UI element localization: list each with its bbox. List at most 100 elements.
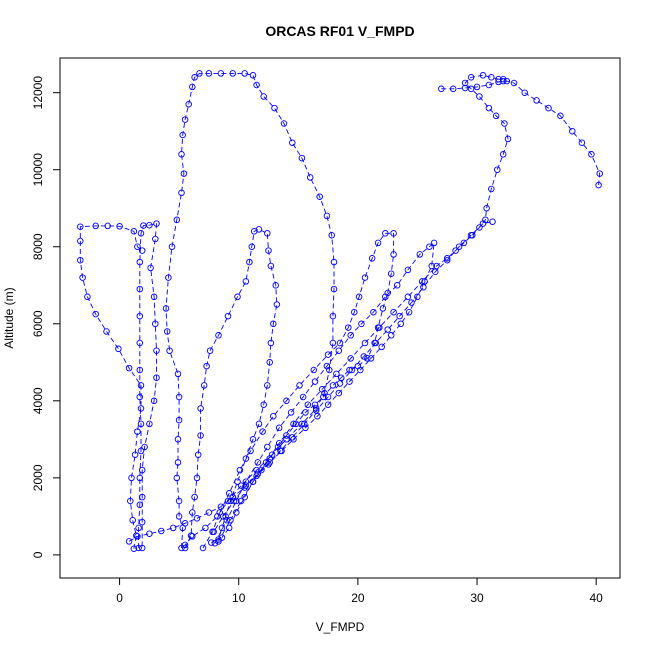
data-point bbox=[289, 434, 296, 441]
data-point bbox=[393, 282, 401, 289]
data-point bbox=[225, 490, 233, 497]
data-point bbox=[92, 310, 99, 318]
data-point bbox=[479, 72, 487, 79]
data-point bbox=[485, 104, 493, 112]
data-point bbox=[153, 374, 160, 381]
x-tick-label: 40 bbox=[589, 591, 603, 605]
data-point bbox=[347, 355, 354, 362]
data-point bbox=[77, 256, 84, 264]
data-point bbox=[179, 131, 186, 139]
data-point bbox=[125, 538, 133, 545]
data-point bbox=[230, 497, 238, 505]
series-line bbox=[79, 225, 143, 549]
series-9 bbox=[125, 218, 496, 545]
data-point bbox=[260, 93, 267, 100]
data-point bbox=[79, 274, 86, 281]
data-point bbox=[588, 151, 595, 158]
data-point bbox=[215, 536, 222, 543]
data-point bbox=[77, 223, 84, 230]
data-point bbox=[277, 447, 284, 455]
series-line bbox=[213, 241, 435, 544]
data-point bbox=[242, 482, 250, 489]
data-point bbox=[103, 328, 110, 335]
y-tick-label: 4000 bbox=[31, 387, 45, 414]
data-point bbox=[134, 243, 141, 250]
data-point bbox=[136, 393, 144, 401]
data-point bbox=[358, 320, 365, 328]
data-point bbox=[178, 189, 185, 197]
data-point bbox=[152, 235, 159, 243]
data-point bbox=[137, 447, 145, 455]
data-point bbox=[328, 231, 335, 239]
data-point bbox=[150, 397, 158, 405]
data-point bbox=[333, 370, 340, 378]
data-point bbox=[330, 258, 338, 266]
data-point bbox=[189, 83, 196, 91]
data-point bbox=[205, 70, 213, 77]
data-point bbox=[578, 139, 586, 146]
series-line bbox=[218, 74, 509, 542]
data-point bbox=[461, 79, 469, 87]
data-point bbox=[267, 262, 275, 270]
data-point bbox=[208, 539, 215, 546]
data-point bbox=[138, 247, 146, 254]
data-point bbox=[247, 447, 254, 455]
data-point bbox=[283, 432, 290, 439]
data-point bbox=[138, 544, 146, 552]
data-point bbox=[187, 532, 195, 539]
data-point bbox=[253, 81, 260, 89]
data-point bbox=[569, 127, 576, 135]
data-point bbox=[488, 74, 495, 81]
data-point bbox=[372, 339, 379, 347]
data-point bbox=[224, 312, 232, 320]
series-line bbox=[202, 232, 395, 549]
data-point bbox=[355, 293, 363, 301]
series-line bbox=[128, 221, 493, 542]
data-point bbox=[237, 497, 245, 505]
data-point bbox=[246, 258, 253, 266]
data-point bbox=[499, 77, 507, 85]
data-point bbox=[479, 220, 487, 227]
data-point bbox=[346, 378, 353, 385]
data-point bbox=[443, 255, 451, 262]
data-point bbox=[163, 328, 171, 335]
data-point bbox=[141, 443, 148, 451]
data-point bbox=[426, 243, 433, 250]
data-point bbox=[265, 461, 272, 468]
y-tick-label: 12000 bbox=[31, 76, 45, 110]
data-point bbox=[379, 305, 387, 312]
data-point bbox=[146, 420, 153, 428]
data-point bbox=[265, 247, 272, 254]
data-point bbox=[264, 230, 271, 237]
data-point bbox=[180, 170, 188, 177]
data-point bbox=[136, 312, 144, 320]
series-line bbox=[441, 80, 601, 186]
data-point bbox=[136, 366, 144, 374]
data-point bbox=[485, 81, 493, 89]
data-point bbox=[255, 420, 263, 428]
data-point bbox=[130, 545, 138, 552]
data-point bbox=[488, 185, 495, 193]
data-point bbox=[376, 324, 383, 331]
x-tick-label: 20 bbox=[351, 591, 365, 605]
data-point bbox=[270, 412, 277, 420]
chart-title: ORCAS RF01 V_FMPD bbox=[265, 23, 414, 39]
data-point bbox=[329, 339, 337, 347]
data-point bbox=[174, 370, 182, 378]
series-2 bbox=[77, 222, 146, 552]
data-point bbox=[430, 239, 438, 247]
data-point bbox=[503, 77, 511, 85]
data-point bbox=[152, 320, 159, 328]
data-point bbox=[347, 332, 354, 339]
data-point bbox=[153, 347, 160, 354]
data-point bbox=[473, 83, 481, 91]
x-tick-label: 0 bbox=[116, 591, 123, 605]
data-point bbox=[219, 513, 227, 520]
data-point bbox=[211, 540, 219, 547]
data-point bbox=[329, 312, 337, 320]
data-point bbox=[510, 79, 518, 87]
data-point bbox=[504, 135, 512, 143]
data-point bbox=[499, 151, 507, 158]
data-point bbox=[275, 424, 283, 432]
data-point bbox=[146, 530, 153, 537]
